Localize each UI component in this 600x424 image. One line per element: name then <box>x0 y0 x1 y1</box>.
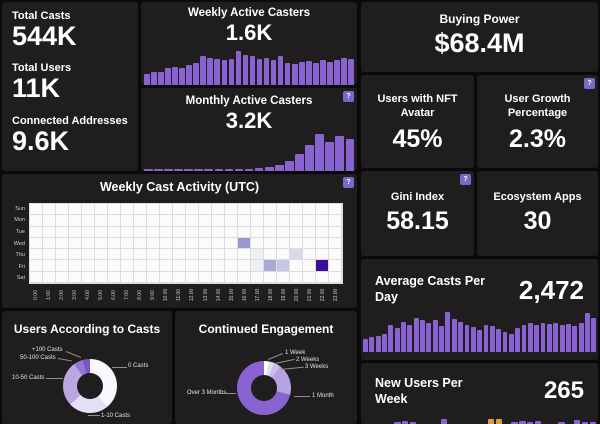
card-title: Gini Index <box>390 191 445 203</box>
callout-plus100-casts: +100 Casts <box>32 347 63 353</box>
card-gini-index: ? Gini Index 58.15 <box>361 171 474 256</box>
card-users-with-nft-avatar: Users with NFT Avatar 45% <box>361 75 474 168</box>
kpi-total-users: Total Users 11K <box>12 62 128 102</box>
card-left-kpis: Total Casts 544K Total Users 11K Connect… <box>2 2 138 171</box>
card-new-users-per-week: New Users Per Week 265 <box>361 363 598 424</box>
card-ecosystem-apps: Ecosystem Apps 30 <box>477 171 598 256</box>
cast-activity-heatmap[interactable] <box>29 203 343 284</box>
engagement-donut-chart[interactable] <box>237 361 291 415</box>
donut-hole <box>251 375 277 401</box>
kpi-connected-addresses: Connected Addresses 9.6K <box>12 115 128 155</box>
kpi-value: 3.2K <box>225 108 273 133</box>
card-title: Users According to Casts <box>13 322 161 336</box>
callout-line <box>221 393 236 394</box>
help-icon[interactable]: ? <box>460 174 471 185</box>
kpi-value: 265 <box>543 377 584 404</box>
card-title: Continued Engagement <box>198 322 334 336</box>
help-icon[interactable]: ? <box>343 91 354 102</box>
card-buying-power: Buying Power $68.4M <box>361 2 598 72</box>
callout-line <box>65 351 82 358</box>
card-users-according-to-casts: Users According to Casts +100 Casts 50-1… <box>2 311 172 424</box>
callout-0-casts: 0 Casts <box>128 363 149 369</box>
card-title: Monthly Active Casters <box>185 95 313 107</box>
kpi-value: $68.4M <box>434 28 525 58</box>
callout-over-3-months: Over 3 Months <box>187 390 227 396</box>
card-title: Average Casts Per Day <box>375 274 486 305</box>
kpi-value: 2.3% <box>509 124 566 153</box>
heatmap-hour-axis: 0:00 1:00 2:00 3:00 4:00 5:00 6:00 7:00 8:00 9:00… <box>32 288 340 302</box>
kpi-value: 2,472 <box>518 275 584 305</box>
kpi-value: 45% <box>392 124 443 153</box>
callout-10-50-casts: 10-50 Casts <box>12 375 45 381</box>
callout-line <box>112 367 127 368</box>
card-title: Weekly Active Casters <box>187 7 311 19</box>
kpi-value: 544K <box>12 21 77 51</box>
callout-line <box>280 366 304 370</box>
card-title: Weekly Cast Activity (UTC) <box>99 180 260 194</box>
callout-1-10-casts: 1-10 Casts <box>101 413 131 419</box>
help-icon[interactable]: ? <box>584 78 595 89</box>
card-continued-engagement: Continued Engagement 1 Week 2 Weeks 3 We… <box>175 311 357 424</box>
kpi-value: 9.6K <box>12 125 70 156</box>
callout-3-weeks: 3 Weeks <box>305 364 329 370</box>
card-user-growth-percentage: ? User Growth Percentage 2.3% <box>477 75 598 168</box>
card-monthly-active-casters: ? Monthly Active Casters 3.2K <box>141 88 357 171</box>
callout-line <box>294 396 310 397</box>
kpi-label: Connected Addresses <box>12 114 128 127</box>
heatmap-day-axis: Sun Mon Tue Wed Thu Fri Sat <box>13 205 25 282</box>
kpi-total-casts: Total Casts 544K <box>12 10 128 50</box>
monthly-active-bar-chart[interactable] <box>144 131 355 171</box>
avg-casts-bar-chart[interactable] <box>363 308 597 352</box>
callout-line <box>274 358 295 364</box>
card-title: New Users Per Week <box>375 376 463 407</box>
callout-1-week: 1 Week <box>285 350 306 356</box>
card-title: Ecosystem Apps <box>493 191 582 203</box>
card-title: Buying Power <box>439 12 520 26</box>
kpi-label: Total Users <box>12 62 72 75</box>
callout-50-100-casts: 50-100 Casts <box>20 355 56 361</box>
kpi-label: Total Casts <box>12 10 71 22</box>
callout-1-month: 1 Month <box>312 393 334 399</box>
weekly-active-bar-chart[interactable] <box>144 45 354 85</box>
callout-line <box>46 378 63 379</box>
kpi-value: 1.6K <box>225 20 273 45</box>
kpi-value: 30 <box>523 207 552 235</box>
card-weekly-cast-activity: ? Weekly Cast Activity (UTC) Sun Mon Tue We… <box>2 174 357 308</box>
callout-2-weeks: 2 Weeks <box>296 357 320 363</box>
help-icon[interactable]: ? <box>343 177 354 188</box>
callout-line <box>57 358 72 362</box>
donut-hole <box>77 373 103 399</box>
kpi-value: 11K <box>12 73 61 104</box>
card-average-casts-per-day: Average Casts Per Day 2,472 <box>361 259 598 360</box>
kpi-value: 58.15 <box>386 207 449 235</box>
card-title: User Growth Percentage <box>504 93 571 119</box>
callout-line <box>267 353 284 360</box>
new-users-bar-chart[interactable] <box>363 418 596 424</box>
card-weekly-active-casters: Weekly Active Casters 1.6K <box>141 2 357 85</box>
users-casts-donut-chart[interactable] <box>63 359 117 413</box>
card-title: Users with NFT Avatar <box>377 93 458 119</box>
callout-line <box>88 415 100 416</box>
